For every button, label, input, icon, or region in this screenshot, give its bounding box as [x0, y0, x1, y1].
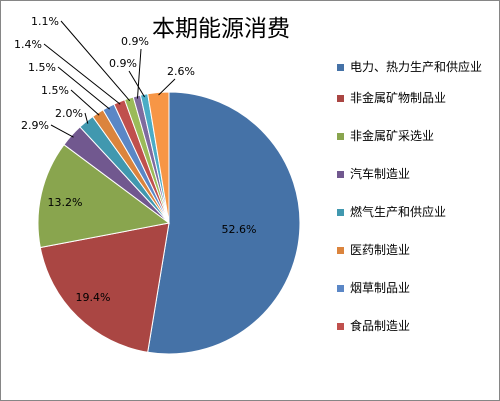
- data-label: 2.9%: [21, 119, 49, 132]
- data-label: 52.6%: [222, 223, 257, 236]
- leader-line: [60, 20, 131, 102]
- legend-swatch: [337, 323, 344, 330]
- leader-line: [136, 48, 142, 99]
- legend-swatch: [337, 95, 344, 102]
- data-label: 1.1%: [31, 15, 59, 28]
- legend-label: 烟草制品业: [350, 281, 411, 295]
- data-label: 1.4%: [14, 38, 42, 51]
- legend-label: 非金属矿物制品业: [350, 91, 447, 105]
- legend-item: 非金属矿采选业: [337, 128, 497, 144]
- leader-line: [70, 89, 100, 116]
- data-label: 2.6%: [167, 65, 195, 78]
- legend-label: 燃气生产和供应业: [350, 205, 447, 219]
- legend-swatch: [337, 133, 344, 140]
- pie-slice: [147, 91, 301, 355]
- legend-swatch: [337, 64, 344, 71]
- legend-item: 医药制造业: [337, 242, 497, 258]
- legend-label: 汽车制造业: [350, 167, 411, 181]
- leader-line: [50, 124, 74, 138]
- leader-line: [43, 43, 121, 105]
- leader-line: [57, 66, 110, 110]
- legend-label: 食品制造业: [350, 319, 411, 333]
- leader-line: [158, 78, 176, 96]
- legend-item: 汽车制造业: [337, 166, 497, 182]
- data-label: 1.5%: [28, 61, 56, 74]
- pie-slice: [147, 91, 170, 224]
- legend-item: 电力、热力生产和供应业: [337, 59, 497, 75]
- legend-item: 烟草制品业: [337, 280, 497, 296]
- legend-swatch: [337, 285, 344, 292]
- data-label: 0.9%: [121, 35, 149, 48]
- leader-line: [128, 70, 145, 98]
- legend-item: 非金属矿物制品业: [337, 90, 497, 106]
- legend-label: 非金属矿采选业: [350, 129, 435, 143]
- legend-swatch: [337, 209, 344, 216]
- legend-label: 电力、热力生产和供应业: [350, 60, 483, 74]
- legend-swatch: [337, 171, 344, 178]
- data-label: 2.0%: [55, 107, 83, 120]
- legend-item: 燃气生产和供应业: [337, 204, 497, 220]
- legend-item: 食品制造业: [337, 318, 497, 334]
- legend-label: 医药制造业: [350, 243, 411, 257]
- pie-slice: [37, 143, 171, 249]
- chart-title: 本期能源消费: [152, 16, 290, 42]
- legend: 电力、热力生产和供应业 非金属矿物制品业 非金属矿采选业 汽车制造业燃气生产和供应业医…: [337, 59, 497, 334]
- data-label: 19.4%: [76, 291, 111, 304]
- legend-swatch: [337, 247, 344, 254]
- pie-slice: [39, 222, 170, 353]
- leader-line: [84, 112, 89, 124]
- data-label: 13.2%: [48, 196, 83, 209]
- data-label: 1.5%: [41, 84, 69, 97]
- data-label: 0.9%: [109, 57, 137, 70]
